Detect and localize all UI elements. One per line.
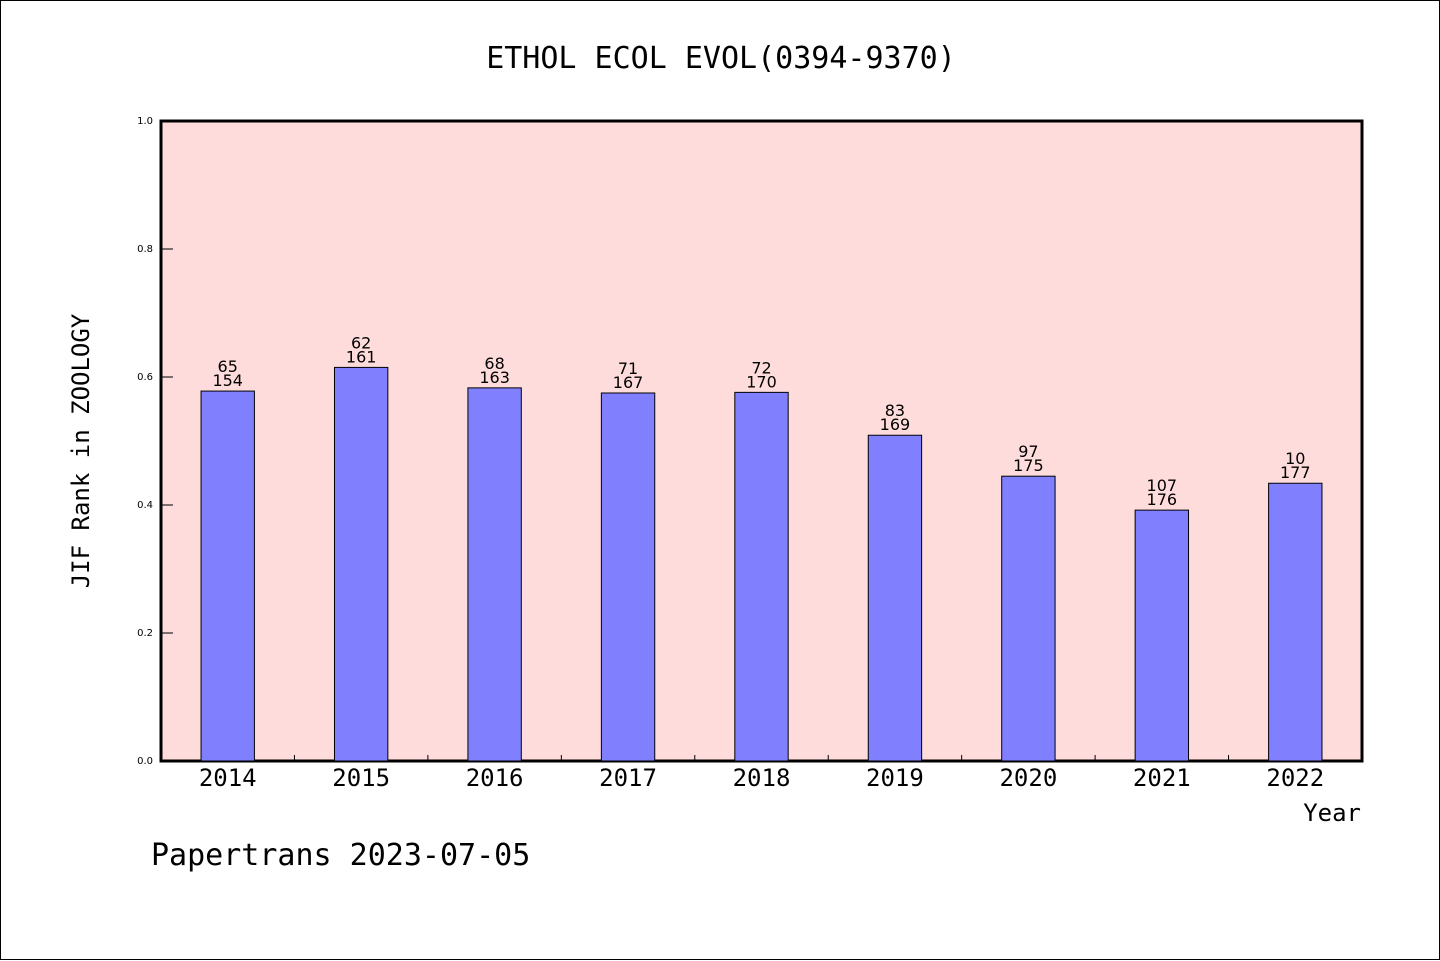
x-tick-label: 2016 xyxy=(466,764,524,792)
y-tick-label: 0.4 xyxy=(137,500,153,511)
bar-rank-label: 65 xyxy=(218,357,238,376)
bar-total-label: 176 xyxy=(1147,490,1178,509)
bar-rank-label: 71 xyxy=(618,359,638,378)
bar-total-label: 177 xyxy=(1280,463,1311,482)
footer-credit: Papertrans 2023-07-05 xyxy=(151,838,530,873)
x-tick-label: 2018 xyxy=(733,764,791,792)
bar-rank-label: 68 xyxy=(484,354,504,373)
bar xyxy=(1134,509,1190,762)
bar-rank-label: 72 xyxy=(751,358,771,377)
bar-rank-label: 83 xyxy=(885,401,905,420)
bar xyxy=(1001,475,1056,762)
bar-total-label: 169 xyxy=(880,415,911,434)
y-tick-label: 0.0 xyxy=(137,756,153,767)
ticks-group xyxy=(161,120,1230,762)
x-tick-label: 2019 xyxy=(866,764,924,792)
bar xyxy=(333,366,389,762)
bar-rank-label: 97 xyxy=(1018,442,1038,461)
y-tick-label: 0.8 xyxy=(137,244,153,255)
x-tick-label: 2014 xyxy=(199,764,257,792)
bar-rank-label: 10 xyxy=(1285,449,1305,468)
y-tick-label: 0.6 xyxy=(137,372,153,383)
bar xyxy=(1268,482,1323,762)
y-axis-label: JIF Rank in ZOOLOGY xyxy=(67,313,95,588)
bar-total-label: 163 xyxy=(479,368,510,387)
bar-total-label: 161 xyxy=(346,347,377,366)
x-tick-label: 2017 xyxy=(599,764,657,792)
bar xyxy=(734,391,789,762)
x-tick-label: 2022 xyxy=(1266,764,1324,792)
bar-total-label: 154 xyxy=(212,371,243,390)
x-axis-label: Year xyxy=(1303,799,1361,827)
bar xyxy=(467,387,522,762)
y-tick-label: 1.0 xyxy=(137,116,153,127)
bar xyxy=(867,434,923,762)
bar xyxy=(600,392,656,762)
x-tick-label: 2015 xyxy=(332,764,390,792)
y-tick-label: 0.2 xyxy=(137,628,153,639)
bar-total-label: 170 xyxy=(746,372,777,391)
bar-rank-label: 62 xyxy=(351,333,371,352)
bar-total-label: 175 xyxy=(1013,456,1044,475)
bar xyxy=(200,390,255,762)
x-tick-label: 2020 xyxy=(999,764,1057,792)
labels-group: 6515420146216120156816320167116720177217… xyxy=(137,116,1324,792)
bars-group xyxy=(200,366,1323,762)
bar-rank-label: 107 xyxy=(1147,476,1178,495)
bar-total-label: 167 xyxy=(613,373,644,392)
x-tick-label: 2021 xyxy=(1133,764,1191,792)
chart-title: ETHOL ECOL EVOL(0394-9370) xyxy=(486,41,956,76)
